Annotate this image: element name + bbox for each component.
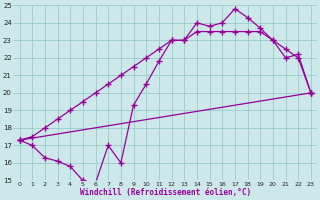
X-axis label: Windchill (Refroidissement éolien,°C): Windchill (Refroidissement éolien,°C) — [80, 188, 251, 197]
